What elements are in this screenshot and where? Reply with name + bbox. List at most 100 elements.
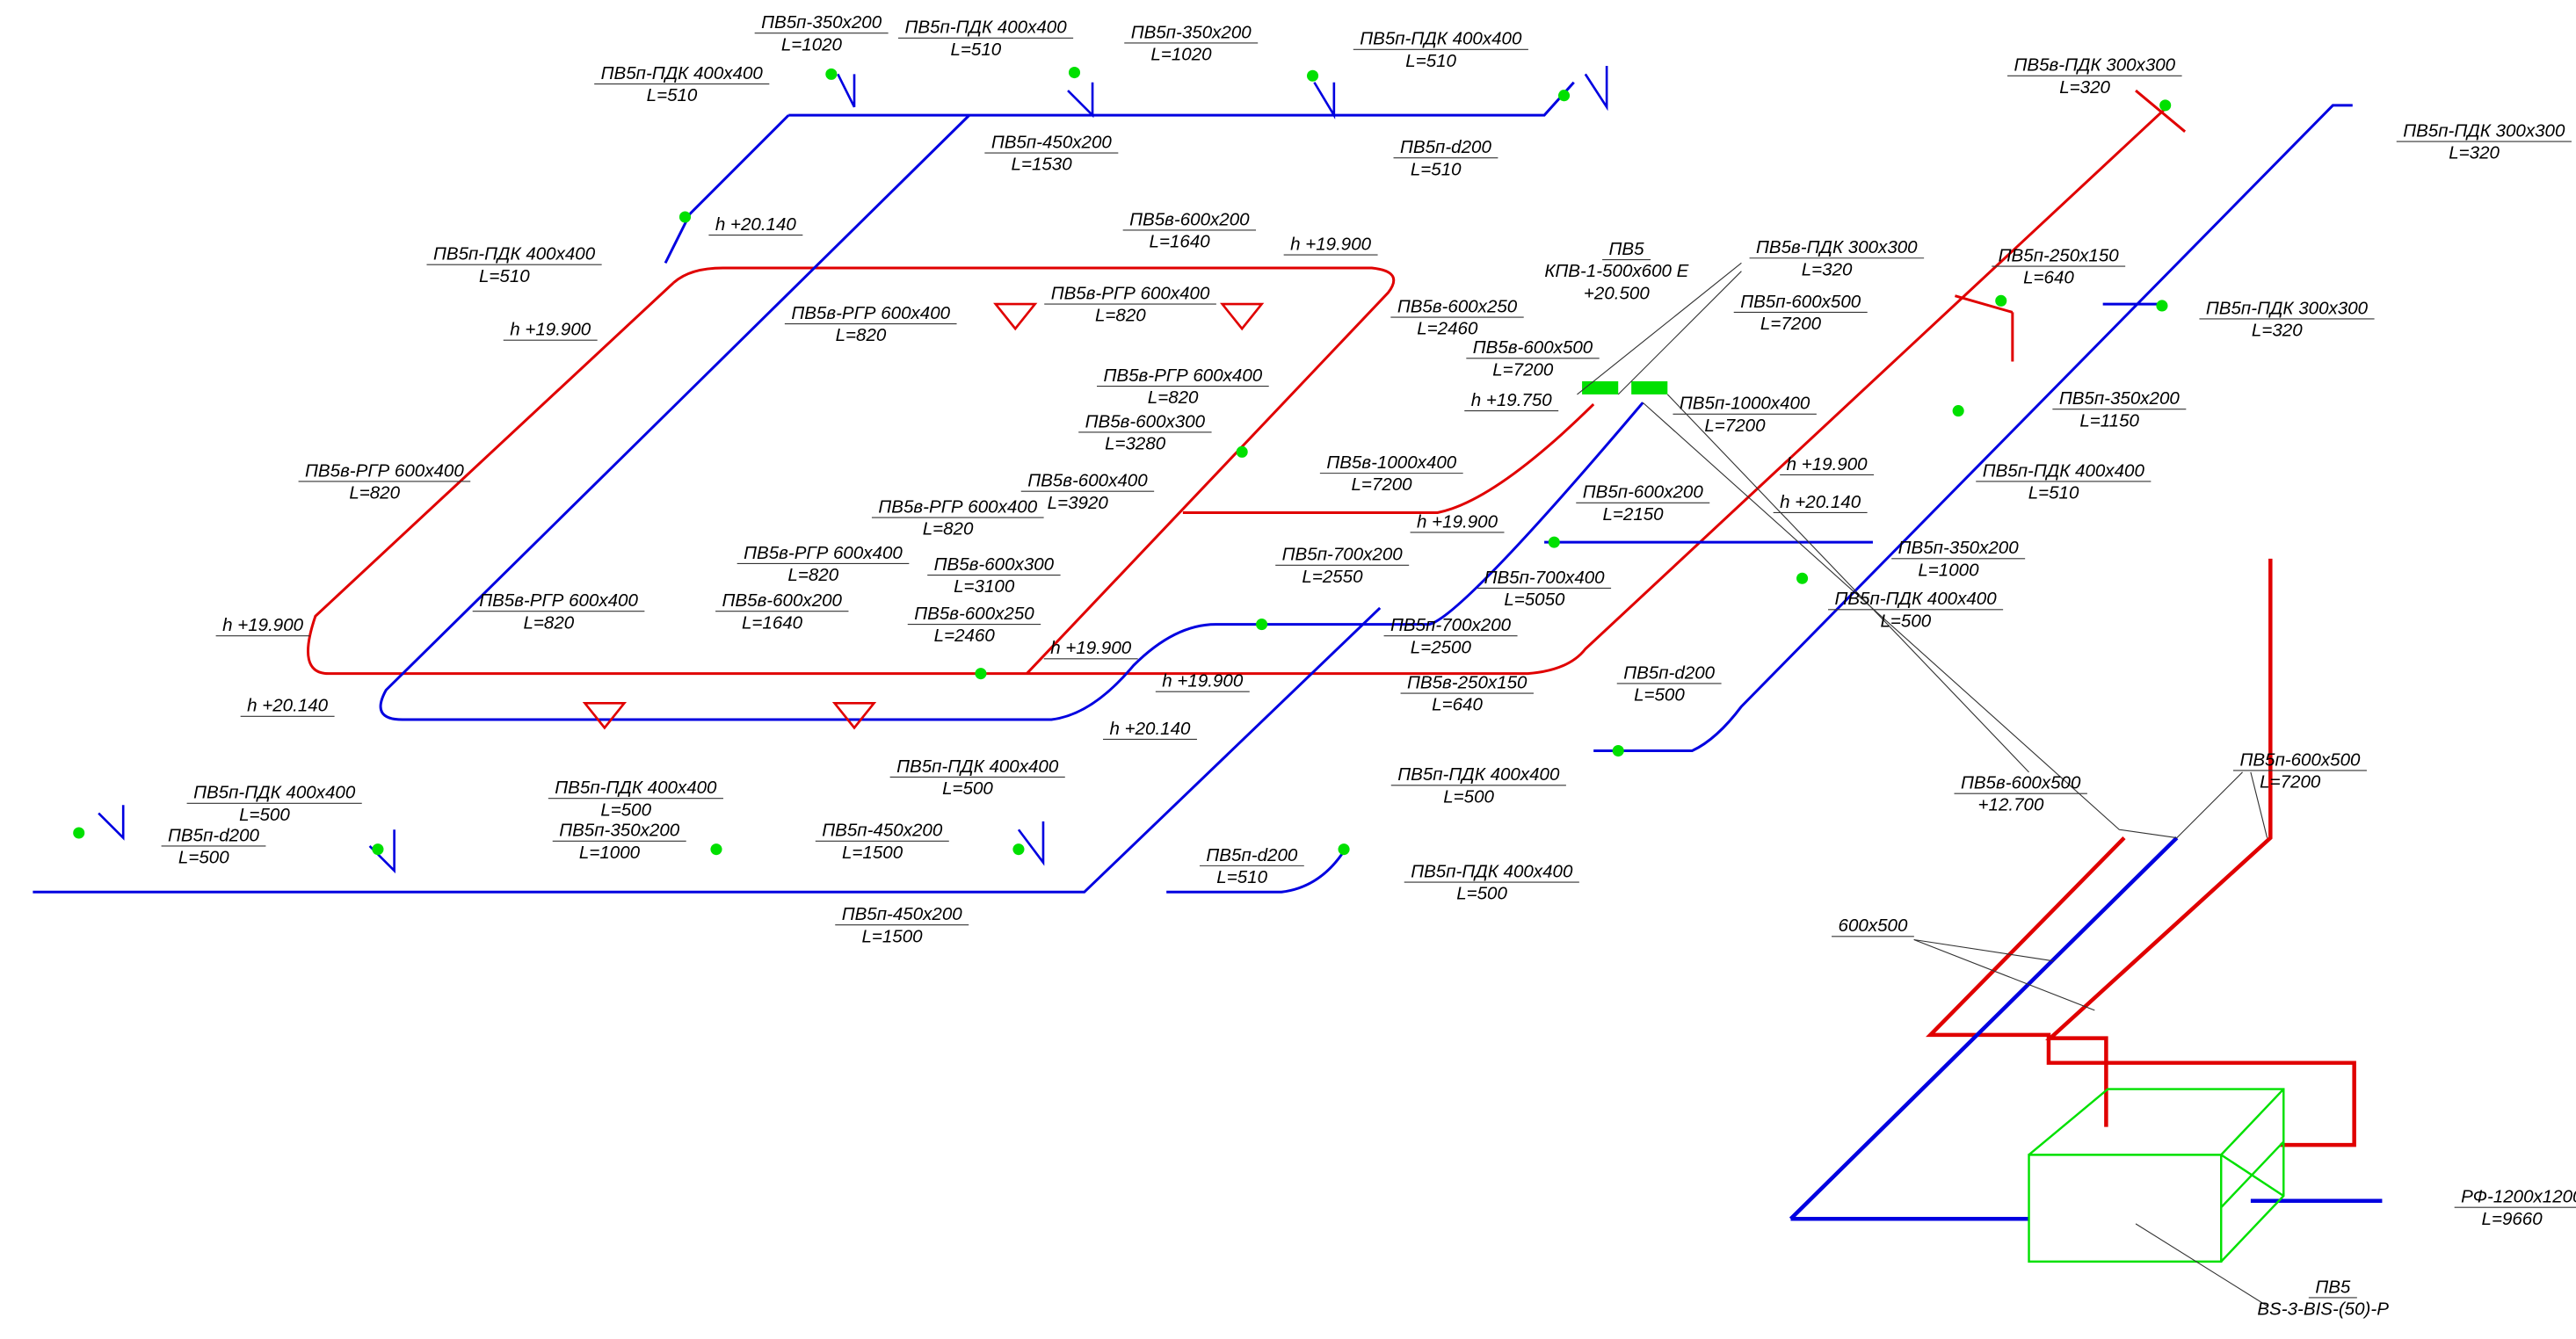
- label-sub: L=1150: [2079, 410, 2139, 431]
- label-main: ПВ5п-600x500: [2239, 749, 2361, 770]
- label-main: ПВ5в-250x150: [1407, 672, 1527, 692]
- label-sub: L=7200: [1351, 474, 1412, 495]
- label-main: h +19.900: [222, 615, 304, 635]
- label-sub: L=820: [787, 565, 838, 585]
- label-main: ПВ5п-600x200: [1583, 482, 1704, 503]
- duct-red: [1926, 836, 2356, 1147]
- label-sub: L=510: [1216, 867, 1267, 887]
- label-sub: L=3280: [1105, 434, 1166, 454]
- label-main: ПВ5п-d200: [168, 825, 259, 845]
- label-sub: L=2460: [1417, 319, 1478, 339]
- label-main: ПВ5п-ПДК 400x400: [193, 783, 356, 803]
- label-sub: L=1500: [861, 926, 923, 946]
- label-main: ПВ5п-ПДК 400x400: [1397, 764, 1560, 785]
- label-sub: L=820: [523, 612, 574, 633]
- label-main: ПВ5в-РГР 600x400: [479, 590, 638, 611]
- label-main: h +20.140: [1109, 719, 1191, 739]
- label-main: h +20.140: [247, 696, 329, 716]
- label-sub: L=7200: [1760, 314, 1822, 334]
- label-main: ПВ5п-ПДК 400x400: [555, 778, 717, 798]
- label-sub: L=320: [2252, 321, 2303, 341]
- label-sub: L=820: [923, 519, 974, 539]
- duct-blue: [1166, 845, 1349, 894]
- label-main: ПВ5в-1000x400: [1326, 452, 1456, 473]
- label-main: 600x500: [1839, 916, 1908, 936]
- label-sub: L=500: [1443, 786, 1494, 807]
- label-main: h +20.140: [715, 214, 797, 235]
- valves: [73, 66, 2172, 856]
- label-main: ПВ5в-РГР 600x400: [744, 543, 903, 563]
- label-main: ПВ5п-ПДК 300x300: [2403, 120, 2565, 141]
- duct-blue: [1544, 302, 2166, 544]
- label-main: ПВ5п-ПДК 400x400: [1411, 861, 1573, 881]
- label-main: ПВ5в-РГР 600x400: [305, 460, 464, 481]
- label-main: ПВ5в-600x200: [722, 590, 843, 611]
- label-sub: +12.700: [1978, 795, 2044, 815]
- label-main: ПВ5п-700x400: [1484, 568, 1606, 588]
- label-main: h +19.900: [510, 320, 591, 340]
- label-main: ПВ5п-ПДК 400x400: [896, 756, 1059, 777]
- label-sub: КПВ-1-500x600 Е: [1544, 261, 1688, 281]
- label-sub: L=510: [1411, 159, 1462, 179]
- duct-blue: [1789, 836, 2383, 1221]
- duct-blue: [379, 114, 1644, 721]
- label-sub: L=510: [647, 85, 698, 105]
- label-sub: L=7200: [1492, 359, 1554, 380]
- label-sub: L=1020: [1150, 45, 1212, 65]
- label-sub: L=510: [1405, 51, 1456, 71]
- label-main: h +19.900: [1050, 638, 1132, 658]
- label-main: ПВ5п-450x200: [991, 133, 1113, 153]
- duct-red: [1955, 89, 2187, 362]
- label-main: ПВ5в-600x200: [1129, 209, 1250, 229]
- label-main: h +19.900: [1417, 511, 1498, 532]
- label-main: ПВ5п-ПДК 400x400: [1834, 589, 1997, 609]
- label-sub: L=1500: [842, 843, 903, 863]
- label-main: ПВ5п-350x200: [2059, 388, 2181, 409]
- label-main: ПВ5п-350x200: [761, 12, 882, 33]
- label-main: ПВ5п-d200: [1400, 137, 1491, 157]
- label-main: ПВ5в-600x500: [1473, 337, 1593, 358]
- label-sub: L=320: [2449, 143, 2500, 163]
- label-sub: L=1000: [1918, 560, 1979, 580]
- label-main: ПВ5п-ПДК 400x400: [1983, 460, 2145, 481]
- label-main: ПВ5в-ПДК 300x300: [1756, 237, 1918, 257]
- label-sub: L=3100: [954, 576, 1015, 597]
- label-main: ПВ5п-d200: [1206, 845, 1297, 865]
- label-main: ПВ5п-700x200: [1390, 615, 1512, 635]
- label-main: ПВ5п-700x200: [1282, 545, 1404, 565]
- label-main: ПВ5п-ПДК 300x300: [2206, 298, 2369, 318]
- label-sub: L=2150: [1602, 504, 1664, 525]
- label-sub: L=510: [2028, 483, 2079, 503]
- label-sub: L=500: [1880, 611, 1931, 631]
- label-main: ПВ5п-350x200: [1131, 22, 1252, 42]
- label-main: ПВ5п-d200: [1623, 662, 1715, 683]
- label-main: h +19.750: [1471, 390, 1553, 410]
- duct-blue: [1593, 104, 2353, 753]
- duct-red: [307, 107, 2166, 676]
- duct-blue: [788, 81, 1575, 117]
- duct-red: [1182, 403, 1595, 514]
- duct-blue: [664, 114, 790, 264]
- label-main: ПВ5в-РГР 600x400: [878, 496, 1037, 517]
- label-main: ПВ5: [2315, 1277, 2351, 1297]
- label-main: ПВ5в-600x300: [934, 554, 1055, 575]
- label-sub: L=1530: [1012, 155, 1073, 175]
- label-main: ПВ5п-450x200: [822, 821, 943, 841]
- label-main: ПВ5в-РГР 600x400: [1051, 283, 1210, 303]
- label-sub: L=510: [479, 266, 530, 286]
- duct-blue: [33, 606, 1382, 894]
- damper: [1631, 380, 1668, 394]
- label-sub: L=5050: [1504, 590, 1565, 610]
- label-sub: L=820: [349, 483, 400, 503]
- label-sub: L=1640: [1150, 232, 1211, 252]
- label-main: ПВ5п-450x200: [842, 904, 963, 924]
- label-sub: L=510: [950, 40, 1001, 60]
- label-sub: L=3920: [1048, 493, 1109, 513]
- label-main: ПВ5п-350x200: [559, 821, 680, 841]
- label-main: h +19.900: [1162, 671, 1244, 691]
- label-main: ПВ5в-600x250: [914, 604, 1034, 624]
- label-sub: L=500: [942, 778, 993, 799]
- duct-red: [672, 266, 1396, 675]
- label-main: h +19.900: [1787, 454, 1869, 474]
- label-main: ПВ5в-600x400: [1027, 471, 1148, 491]
